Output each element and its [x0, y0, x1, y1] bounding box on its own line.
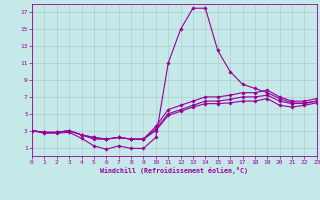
- X-axis label: Windchill (Refroidissement éolien,°C): Windchill (Refroidissement éolien,°C): [100, 167, 248, 174]
